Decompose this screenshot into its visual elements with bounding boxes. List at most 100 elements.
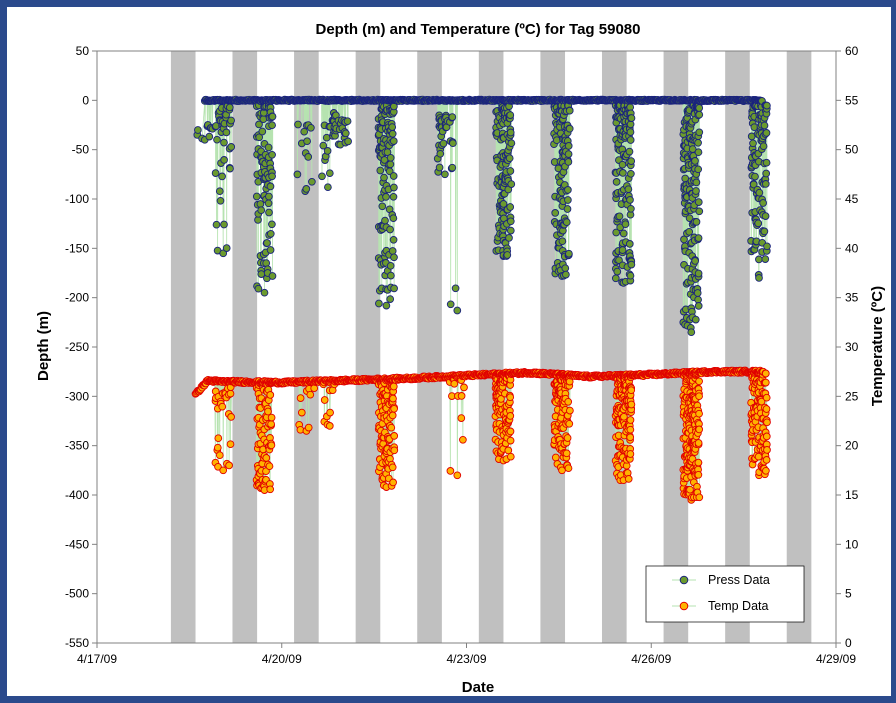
left-tick-label: 0 (82, 93, 89, 107)
press-data-point (693, 289, 702, 297)
press-data-point (626, 136, 635, 144)
press-data-point (613, 267, 622, 276)
press-data-point (751, 172, 759, 181)
x-axis-title: Date (462, 679, 495, 696)
left-tick-label: -400 (65, 488, 89, 502)
temp-data-point (686, 485, 694, 494)
temp-data-point (225, 461, 233, 470)
press-data-point (318, 172, 326, 181)
temp-data-point (389, 382, 398, 391)
temp-data-point (626, 416, 635, 424)
press-data-point (265, 192, 273, 201)
press-data-point (293, 170, 302, 179)
temp-data-point (266, 485, 275, 494)
press-data-point (506, 128, 515, 137)
temp-data-point (387, 423, 396, 432)
press-data-point (375, 299, 383, 308)
press-data-point (558, 237, 567, 246)
night-band (355, 51, 381, 643)
press-data-point (506, 226, 515, 235)
temp-data-point (695, 493, 704, 502)
temp-data-point (506, 436, 515, 445)
press-data-point (325, 169, 334, 178)
press-data-point (265, 208, 273, 217)
right-tick-label: 15 (845, 488, 859, 502)
night-band (232, 51, 258, 643)
temp-data-point (504, 446, 513, 455)
press-data-point (222, 244, 231, 252)
press-data-point (565, 249, 573, 258)
press-data-point (390, 284, 398, 293)
left-tick-label: -50 (72, 143, 90, 157)
left-tick-label: -500 (65, 587, 89, 601)
press-data-point (627, 169, 635, 178)
press-data-point (227, 143, 236, 151)
press-data-point (694, 198, 703, 206)
press-data-point (565, 124, 574, 133)
press-data-point (763, 242, 771, 251)
press-data-point (389, 235, 398, 244)
press-data-point (695, 207, 704, 216)
temp-data-point (565, 419, 574, 428)
press-data-point (194, 126, 202, 134)
temp-data-point (297, 408, 306, 417)
temp-data-point (506, 452, 515, 461)
press-data-point (694, 138, 702, 147)
temp-data-point (262, 454, 271, 462)
temp-data-point (762, 432, 771, 441)
press-data-point (222, 128, 231, 137)
y2-axis-title: Temperature (ºC) (869, 286, 886, 406)
left-tick-label: -250 (65, 340, 89, 354)
temp-data-point (762, 466, 770, 475)
temp-data-point (267, 420, 275, 428)
press-data-point (268, 112, 277, 121)
press-data-point (621, 220, 630, 229)
press-data-point (258, 127, 267, 136)
press-data-point (389, 172, 398, 180)
press-data-point (762, 169, 771, 178)
temp-data-point (626, 425, 635, 434)
press-data-point (619, 169, 627, 177)
press-data-point (506, 167, 515, 175)
press-data-point (691, 157, 699, 165)
press-data-point (562, 270, 570, 279)
press-data-point (268, 220, 276, 229)
press-data-point (226, 164, 234, 173)
temp-data-point (459, 435, 467, 444)
temp-data-point (390, 432, 399, 440)
press-data-point (760, 121, 769, 130)
press-data-point (624, 185, 633, 194)
temp-data-point (226, 389, 235, 398)
press-data-point (386, 225, 394, 234)
press-data-point (552, 136, 561, 145)
press-data-point (344, 137, 352, 146)
temp-data-point (320, 396, 329, 404)
press-data-point (694, 165, 703, 174)
chart-title: Depth (m) and Temperature (ºC) for Tag 5… (316, 21, 641, 38)
x-tick-label: 4/20/09 (262, 652, 302, 666)
temp-data-point (762, 456, 771, 464)
temp-data-point (695, 392, 703, 401)
press-data-point (304, 153, 313, 161)
press-data-point (213, 135, 221, 144)
left-axis: 50 0 -50 -100 -150 -200 -250 -300 -350 -400 -450 -5… (65, 44, 98, 650)
press-data-point (564, 158, 573, 166)
press-data-point (435, 163, 444, 172)
temp-data-point (564, 464, 573, 473)
press-data-point (386, 295, 395, 303)
press-data-point (439, 139, 448, 148)
temp-data-point (296, 394, 305, 402)
press-data-point (691, 257, 699, 265)
press-data-point (211, 169, 220, 177)
press-data-point (618, 160, 627, 169)
press-data-point (322, 133, 331, 142)
temp-data-point (761, 378, 770, 387)
press-data-point (227, 116, 235, 125)
right-tick-label: 55 (845, 93, 859, 107)
press-data-point (615, 212, 624, 221)
press-data-point (760, 227, 769, 236)
right-tick-label: 45 (845, 192, 859, 206)
temp-data-point (453, 471, 462, 480)
press-data-point (694, 295, 702, 304)
